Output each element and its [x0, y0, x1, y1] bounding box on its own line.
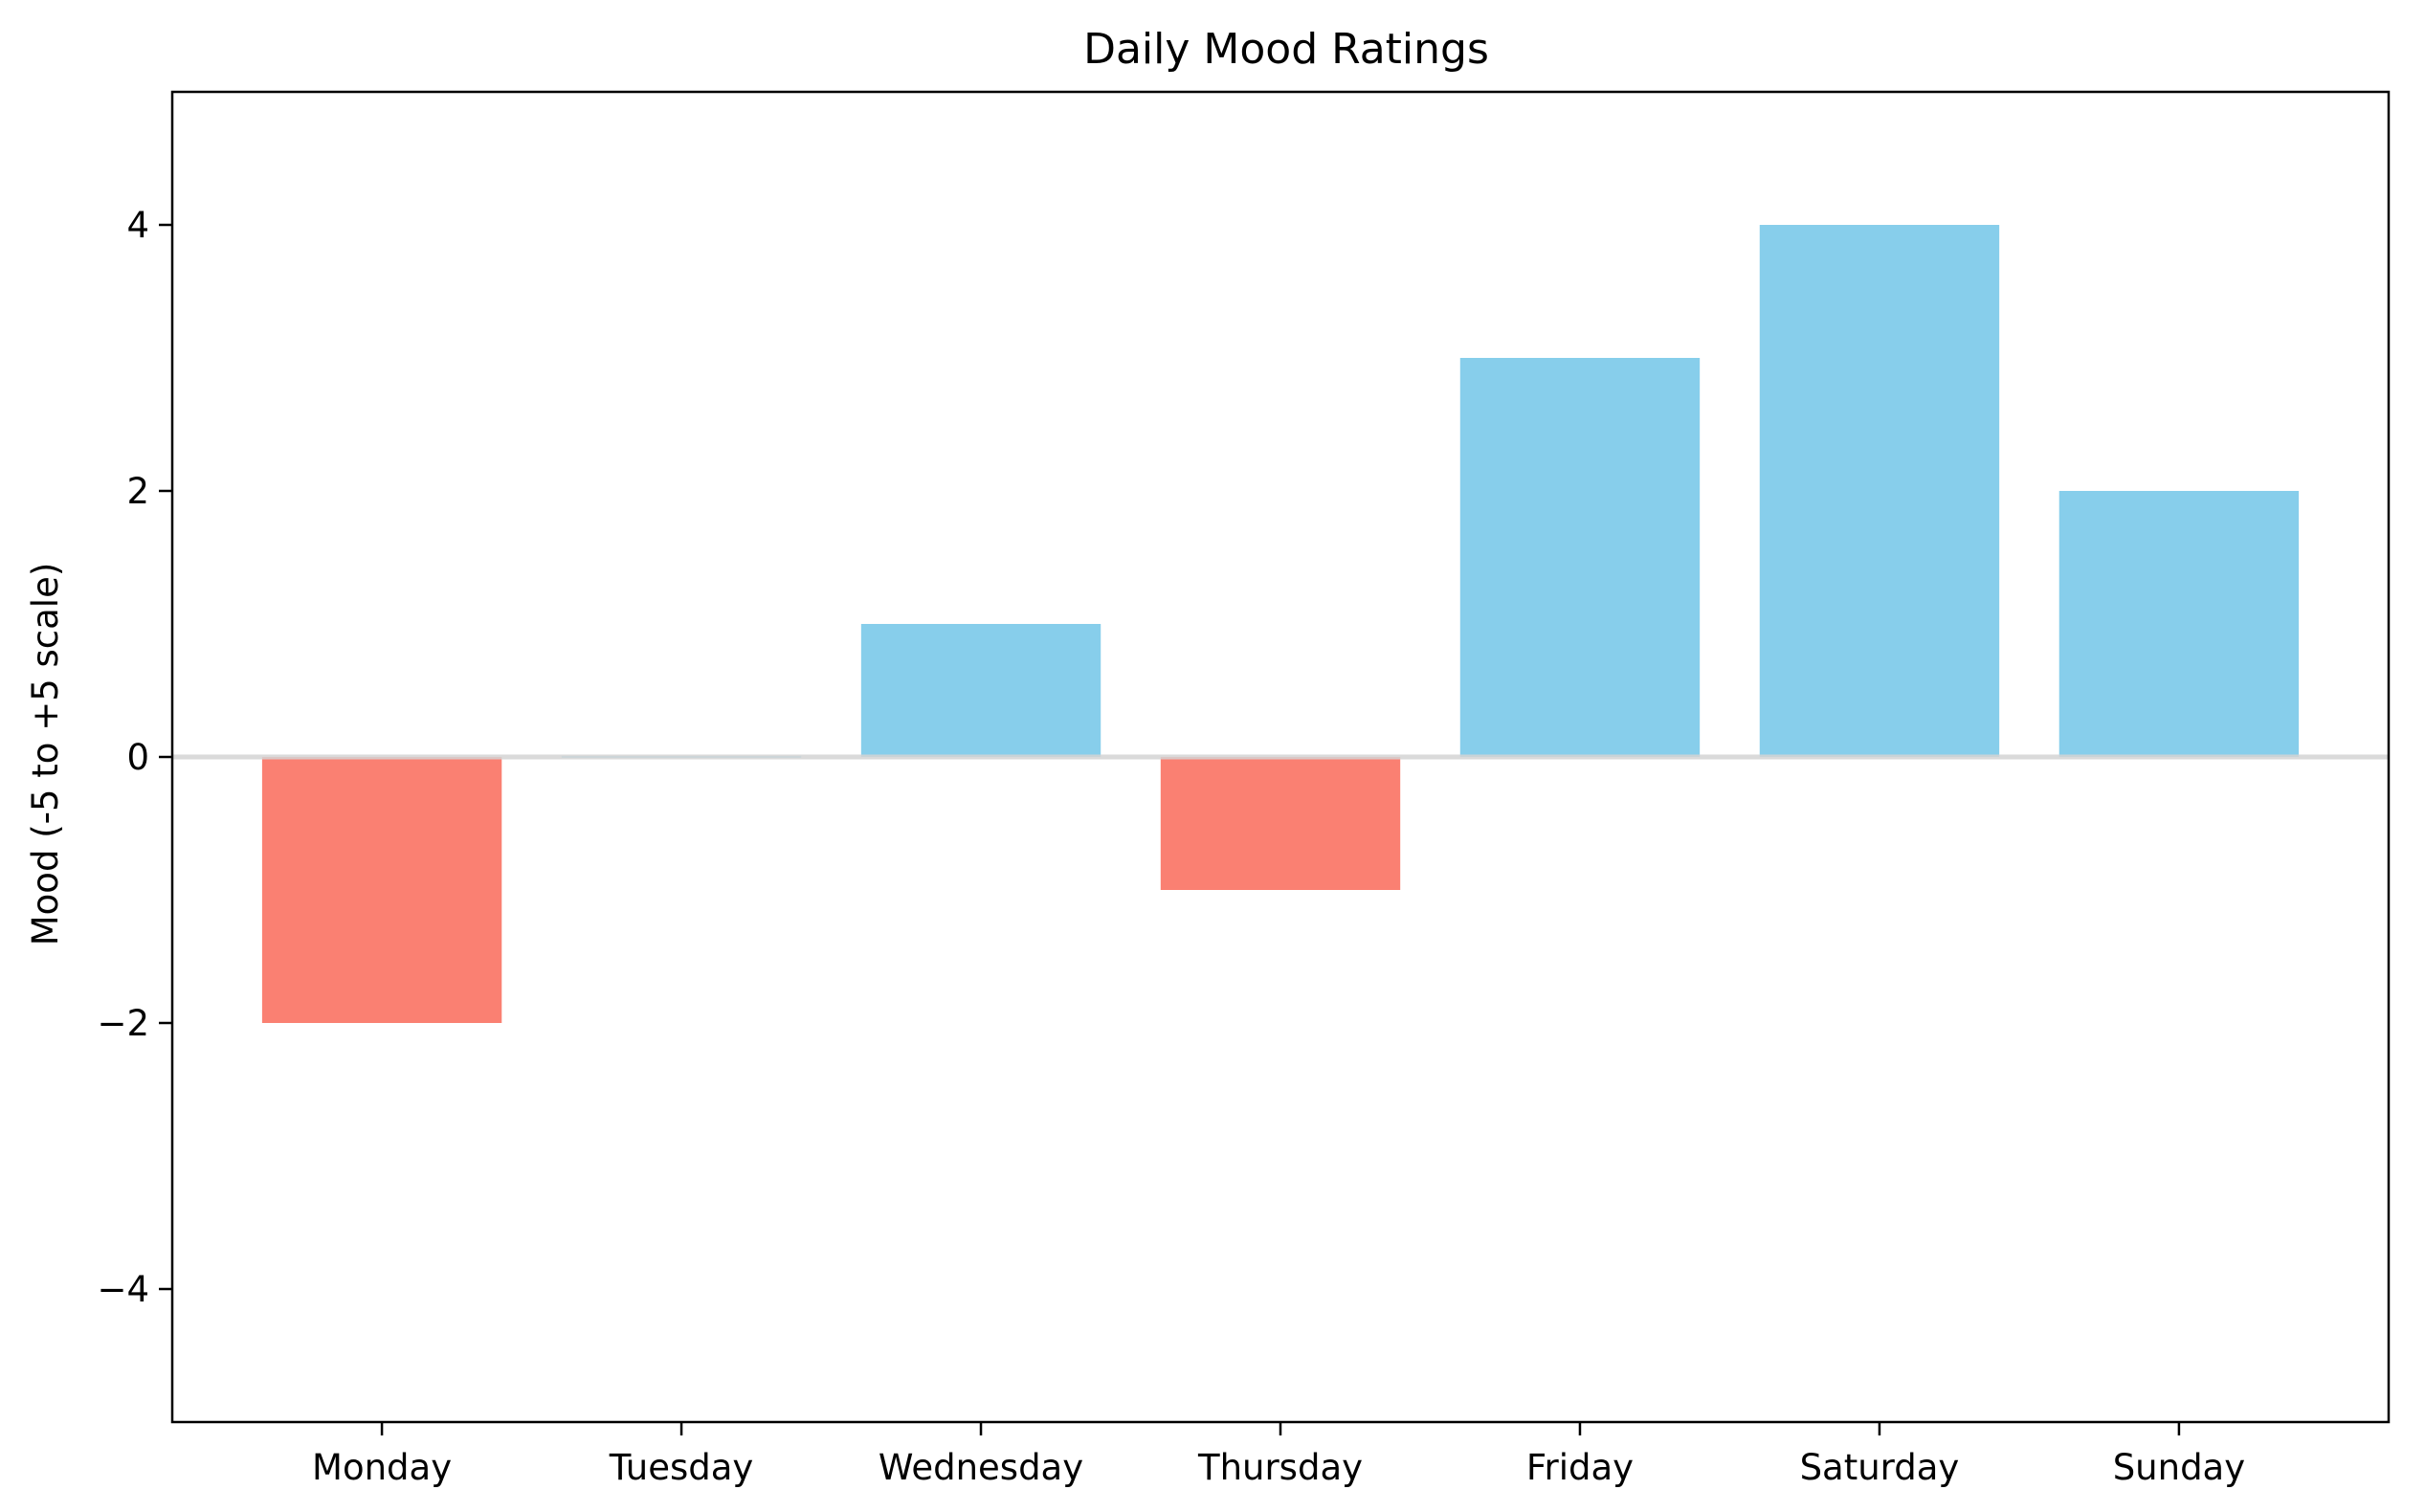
y-axis-title: Mood (-5 to +5 scale) — [25, 563, 66, 946]
x-tick-label-friday: Friday — [1526, 1447, 1634, 1488]
y-tick-label: −2 — [97, 1003, 149, 1044]
y-tick-label: 0 — [126, 737, 149, 778]
y-tick-label: 2 — [126, 471, 149, 512]
bar-thursday — [1160, 757, 1401, 890]
bar-monday — [261, 757, 502, 1023]
x-tick-label-monday: Monday — [312, 1447, 452, 1488]
y-tick-label: −4 — [97, 1269, 149, 1310]
y-tick-label: 4 — [126, 205, 149, 246]
bars-layer — [261, 225, 2300, 1023]
x-tick-label-sunday: Sunday — [2113, 1447, 2245, 1488]
chart-title: Daily Mood Ratings — [1083, 25, 1489, 74]
x-tick-label-tuesday: Tuesday — [609, 1447, 754, 1488]
x-tick-label-saturday: Saturday — [1800, 1447, 1960, 1488]
x-axis-ticks: Monday Tuesday Wednesday Thursday Friday Satu… — [312, 1422, 2245, 1488]
y-axis-ticks: −4 −2 0 2 4 — [97, 205, 172, 1310]
bar-saturday — [1759, 225, 2000, 757]
bar-sunday — [2058, 491, 2300, 757]
plot-frame — [170, 90, 2391, 1424]
x-tick-label-thursday: Thursday — [1197, 1447, 1363, 1488]
bar-friday — [1459, 358, 1701, 757]
x-tick-label-wednesday: Wednesday — [879, 1447, 1083, 1488]
bar-wednesday — [860, 624, 1101, 757]
